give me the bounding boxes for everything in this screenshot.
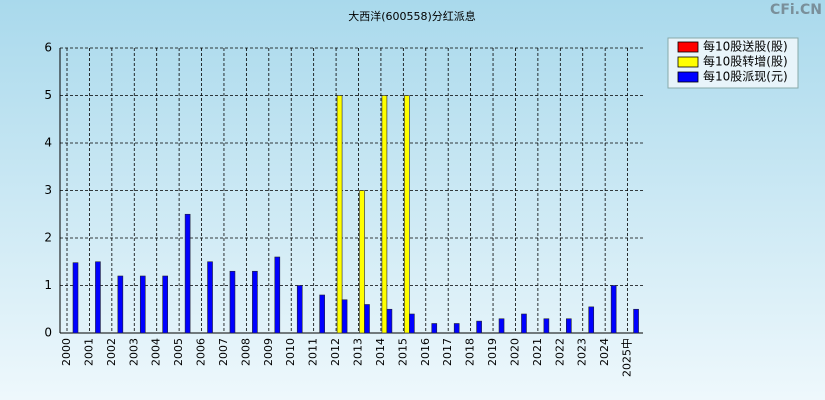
bar <box>498 318 505 334</box>
y-tick-label: 5 <box>44 88 52 102</box>
x-tick-label: 2014 <box>374 338 387 366</box>
chart-title: 大西洋(600558)分红派息 <box>348 9 476 23</box>
bar <box>139 275 146 334</box>
x-tick-label: 2013 <box>352 338 365 366</box>
bar <box>359 190 365 334</box>
x-tick-label: 2007 <box>217 338 230 366</box>
bar <box>162 275 168 334</box>
bar <box>229 270 236 334</box>
bar <box>117 275 124 334</box>
x-tick-label: 2005 <box>172 338 185 366</box>
bar <box>336 95 343 334</box>
legend-swatch <box>677 41 699 53</box>
bar <box>252 270 258 334</box>
x-tick-label: 2020 <box>508 338 521 366</box>
bar <box>381 95 388 334</box>
y-tick-label: 6 <box>44 41 52 55</box>
x-tick-label: 2016 <box>419 338 432 366</box>
x-tick-label: 2019 <box>486 338 499 366</box>
bar <box>431 323 438 334</box>
watermark: CFi.CN <box>770 2 822 18</box>
bar <box>274 256 281 334</box>
y-tick-label: 0 <box>44 326 52 340</box>
x-tick-label: 2004 <box>150 338 163 366</box>
bar <box>207 261 213 334</box>
x-tick-label: 2009 <box>262 338 275 366</box>
y-tick-label: 2 <box>44 231 52 245</box>
x-tick-label: 2006 <box>195 338 208 366</box>
x-tick-label: 2017 <box>441 338 454 366</box>
bar <box>386 308 393 334</box>
bar <box>409 313 415 334</box>
x-tick-label: 2012 <box>329 338 342 366</box>
x-tick-label: 2000 <box>60 338 73 366</box>
legend-label: 每10股转增(股) <box>703 54 788 69</box>
x-tick-label: 2002 <box>105 338 118 366</box>
bar <box>588 306 595 334</box>
x-tick-label: 2022 <box>553 338 566 366</box>
y-tick-label: 4 <box>44 136 52 150</box>
x-tick-label: 2011 <box>307 338 320 366</box>
bar <box>453 323 460 334</box>
bar <box>610 285 617 334</box>
x-tick-label: 2021 <box>531 338 544 366</box>
x-tick-label: 2018 <box>464 338 477 366</box>
bar <box>72 262 79 334</box>
bar <box>364 304 370 334</box>
x-tick-label: 2010 <box>284 338 297 366</box>
bar <box>95 261 101 334</box>
bar <box>476 320 482 334</box>
bar <box>341 299 348 334</box>
x-tick-label: 2024 <box>598 338 611 366</box>
x-tick-label: 2023 <box>576 338 589 366</box>
legend-label: 每10股派现(元) <box>703 69 788 84</box>
x-tick-label: 2003 <box>127 338 140 366</box>
bar <box>184 213 191 334</box>
legend-swatch <box>677 56 699 68</box>
bar <box>319 294 325 334</box>
bar <box>521 313 527 334</box>
bar <box>404 95 410 334</box>
bar <box>633 308 639 334</box>
x-tick-label: 2001 <box>82 338 95 366</box>
bar <box>543 318 550 334</box>
y-tick-label: 1 <box>44 278 52 292</box>
legend-swatch <box>677 71 699 83</box>
bar <box>566 318 572 334</box>
x-tick-label: 2015 <box>396 338 409 366</box>
x-tick-label: 2025中 <box>621 338 634 377</box>
bar <box>296 285 303 334</box>
y-tick-label: 3 <box>44 183 52 197</box>
legend-label: 每10股送股(股) <box>703 39 788 54</box>
x-tick-label: 2008 <box>239 338 252 366</box>
